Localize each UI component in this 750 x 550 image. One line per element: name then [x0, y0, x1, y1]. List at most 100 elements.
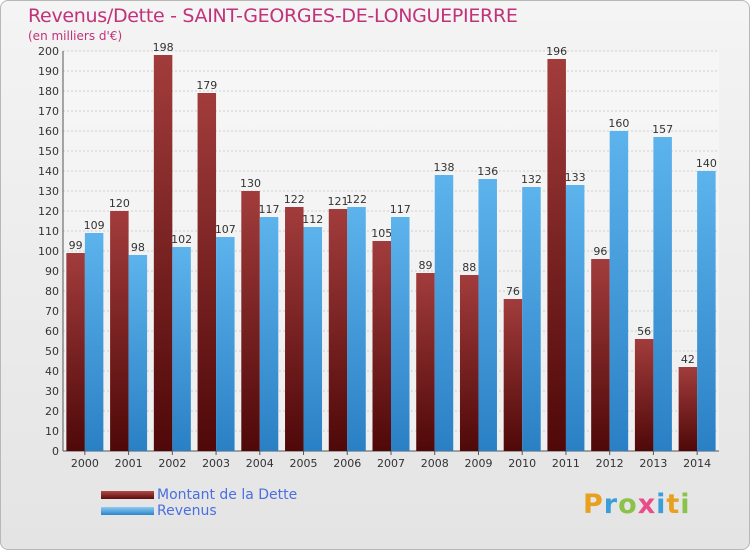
data-label-debt: 120	[109, 197, 130, 210]
bar-debt	[285, 207, 304, 451]
logo-letter: x	[637, 489, 657, 520]
y-tick-label: 140	[38, 165, 59, 178]
data-label-debt: 105	[371, 227, 392, 240]
y-tick-label: 100	[38, 245, 59, 258]
bar-debt	[241, 191, 260, 451]
logo-letter: o	[618, 489, 638, 520]
y-tick-label: 120	[38, 205, 59, 218]
x-tick-label: 2005	[290, 457, 318, 470]
x-tick-label: 2012	[596, 457, 624, 470]
y-tick-label: 160	[38, 125, 59, 138]
proxiti-logo: Proxiti	[583, 489, 691, 520]
bar-debt	[372, 241, 391, 451]
data-label-debt: 99	[69, 239, 83, 252]
bar-revenus	[565, 185, 585, 451]
y-tick-label: 130	[38, 185, 59, 198]
x-tick-label: 2002	[158, 457, 186, 470]
bar-debt	[459, 275, 479, 451]
x-tick-label: 2013	[639, 457, 667, 470]
data-label-revenus: 102	[171, 233, 192, 246]
bar-revenus	[216, 237, 235, 451]
bar-revenus	[653, 137, 672, 451]
bar-revenus	[84, 233, 104, 451]
legend-item-revenus: Revenus	[101, 503, 297, 519]
logo-letter: P	[583, 489, 604, 520]
x-tick-label: 2007	[377, 457, 405, 470]
bar-revenus	[259, 217, 279, 451]
y-tick-label: 70	[45, 305, 59, 318]
data-label-revenus: 107	[215, 223, 236, 236]
bar-debt	[678, 367, 698, 451]
bar-revenus	[478, 179, 497, 451]
data-label-debt: 179	[196, 79, 217, 92]
data-label-revenus: 117	[390, 203, 411, 216]
y-tick-label: 90	[45, 265, 59, 278]
bar-revenus	[172, 247, 191, 451]
bar-debt	[503, 299, 523, 451]
y-tick-label: 150	[38, 145, 59, 158]
y-tick-label: 30	[45, 385, 59, 398]
bar-debt	[153, 55, 173, 451]
bar-revenus	[391, 217, 410, 451]
y-tick-label: 20	[45, 405, 59, 418]
data-label-revenus: 117	[259, 203, 280, 216]
logo-letter: i	[656, 489, 667, 520]
data-label-revenus: 98	[131, 241, 145, 254]
data-label-revenus: 157	[652, 123, 673, 136]
x-tick-label: 2003	[202, 457, 230, 470]
data-label-debt: 56	[637, 325, 651, 338]
legend-swatch-dette	[101, 491, 154, 499]
y-tick-label: 0	[52, 445, 59, 458]
y-tick-label: 190	[38, 65, 59, 78]
data-label-debt: 88	[462, 261, 476, 274]
data-label-debt: 121	[328, 195, 349, 208]
logo-letter: r	[603, 489, 619, 520]
x-tick-label: 2008	[421, 457, 449, 470]
data-label-debt: 130	[240, 177, 261, 190]
data-label-revenus: 136	[477, 165, 498, 178]
bar-revenus	[128, 255, 148, 451]
bar-debt	[634, 339, 654, 451]
data-label-debt: 122	[284, 193, 305, 206]
x-tick-label: 2010	[508, 457, 536, 470]
bar-debt	[547, 59, 566, 451]
data-label-debt: 42	[681, 353, 695, 366]
bar-debt	[416, 273, 435, 451]
x-tick-label: 2000	[71, 457, 99, 470]
y-tick-label: 50	[45, 345, 59, 358]
legend-item-dette: Montant de la Dette	[101, 487, 297, 503]
data-label-revenus: 160	[608, 117, 629, 130]
y-tick-label: 60	[45, 325, 59, 338]
data-label-revenus: 132	[521, 173, 542, 186]
chart-title: Revenus/Dette - SAINT-GEORGES-DE-LONGUEP…	[28, 5, 518, 27]
bar-revenus	[522, 187, 541, 451]
data-label-debt: 76	[506, 285, 520, 298]
bar-revenus	[609, 131, 629, 451]
bar-debt	[110, 211, 129, 451]
data-label-debt: 89	[418, 259, 432, 272]
data-label-revenus: 112	[302, 213, 323, 226]
logo-letter: t	[666, 489, 681, 520]
legend-label-dette: Montant de la Dette	[157, 487, 298, 503]
legend-label-revenus: Revenus	[157, 503, 217, 519]
y-tick-label: 170	[38, 105, 59, 118]
chart-subtitle: (en milliers d'€)	[28, 29, 123, 43]
y-tick-label: 80	[45, 285, 59, 298]
y-tick-label: 200	[38, 45, 59, 58]
x-tick-label: 2001	[115, 457, 143, 470]
bar-debt	[66, 253, 85, 451]
y-tick-label: 110	[38, 225, 59, 238]
bar-revenus	[434, 175, 454, 451]
x-tick-label: 2006	[333, 457, 361, 470]
data-label-revenus: 122	[346, 193, 367, 206]
legend: Montant de la Dette Revenus	[101, 487, 297, 519]
data-label-revenus: 140	[696, 157, 717, 170]
bar-debt	[328, 209, 348, 451]
y-tick-label: 40	[45, 365, 59, 378]
x-tick-label: 2004	[246, 457, 274, 470]
logo-letter: i	[680, 489, 691, 520]
x-tick-label: 2014	[683, 457, 711, 470]
x-tick-label: 2009	[464, 457, 492, 470]
